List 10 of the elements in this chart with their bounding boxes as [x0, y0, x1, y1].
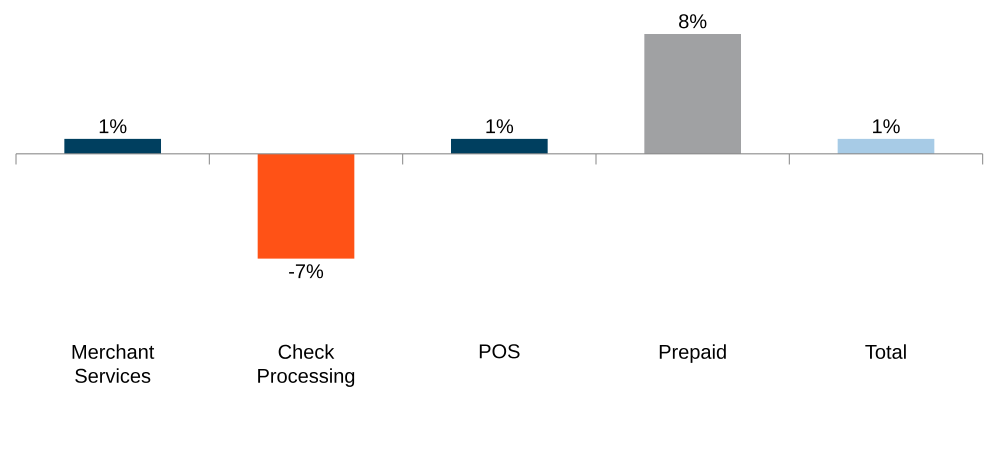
data-label: 1% [100, 119, 126, 134]
x-tick-label: Check Processing [258, 344, 354, 387]
x-tick-label: Merchant Services [72, 344, 154, 383]
x-tick-label: Total [865, 344, 906, 359]
x-tick-label: POS [480, 344, 520, 358]
data-label: 1% [873, 119, 900, 134]
x-tick-label: Prepaid [660, 344, 726, 363]
data-label: -7% [289, 264, 324, 278]
data-label: 8% [679, 14, 706, 28]
data-label: 1% [486, 119, 514, 134]
